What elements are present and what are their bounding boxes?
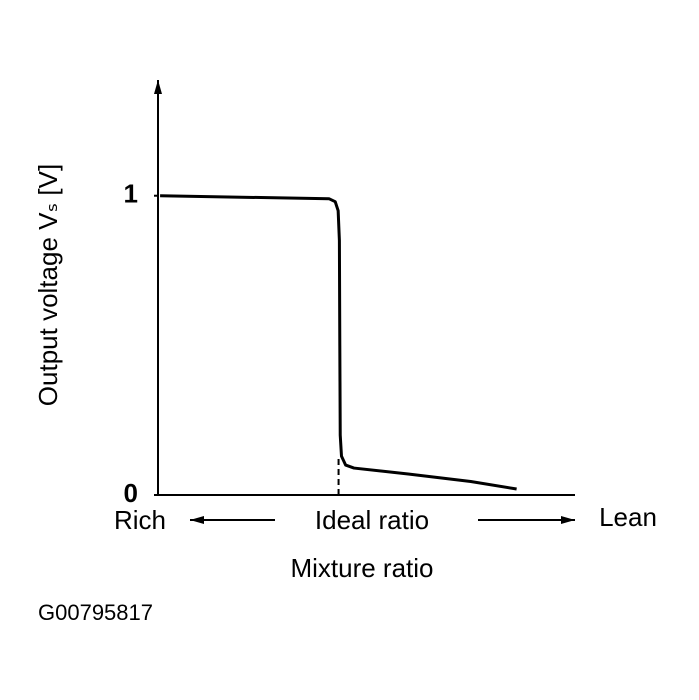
voltage-curve — [160, 194, 517, 491]
y-tick-label: 1 — [124, 179, 138, 209]
figure-code: G00795817 — [38, 600, 153, 625]
y-axis-label: Output voltage Vₛ [V] — [33, 164, 63, 406]
ideal-label: Ideal ratio — [315, 505, 429, 535]
x-axis-label: Mixture ratio — [290, 553, 433, 583]
rich-label: Rich — [114, 505, 166, 535]
y-tick-label: 0 — [124, 478, 138, 508]
lean-label: Lean — [599, 502, 657, 532]
